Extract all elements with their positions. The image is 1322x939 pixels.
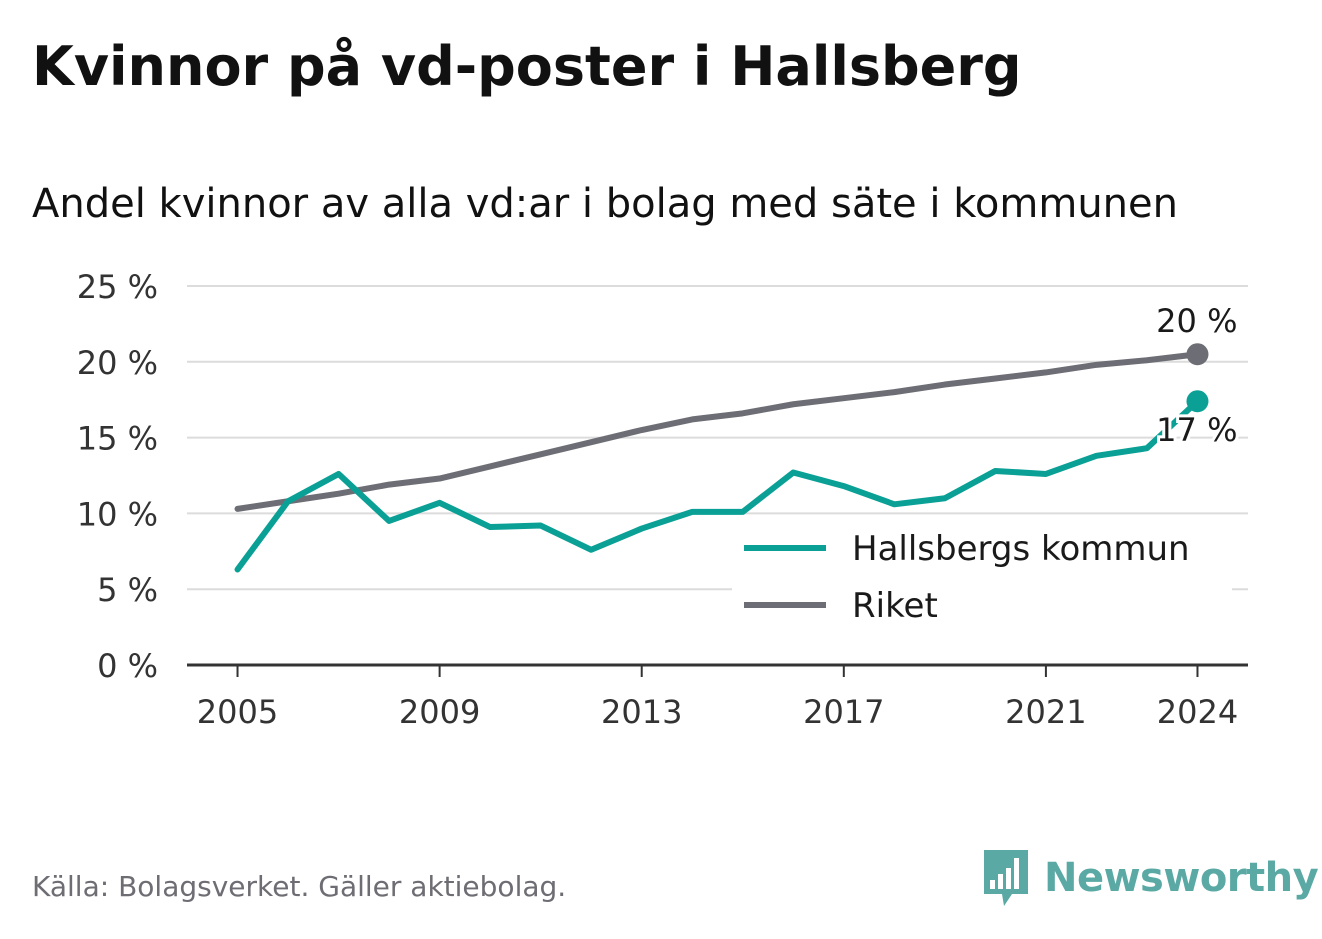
x-tick-label: 2017 [803, 693, 884, 731]
line-chart: 0 % 5 % 10 % 15 % 20 % 25 % 2005 2009 2013 2017 20… [77, 268, 1248, 731]
brand-name: Newsworthy [1044, 855, 1319, 901]
series-line-riket [234, 351, 1201, 512]
chart-title: Kvinnor på vd-poster i Hallsberg [32, 35, 1022, 98]
end-value-label: 17 % [1156, 411, 1237, 449]
legend-background [732, 522, 1232, 632]
chart-subtitle: Andel kvinnor av alla vd:ar i bolag med … [32, 181, 1178, 227]
y-tick-label: 20 % [77, 344, 158, 382]
end-marker-riket [1186, 343, 1209, 366]
series-lines [234, 351, 1201, 573]
legend-label: Riket [852, 586, 938, 626]
x-tick-label: 2009 [399, 693, 480, 731]
newsworthy-logo-icon [984, 850, 1028, 906]
x-tick-label: 2013 [601, 693, 682, 731]
end-value-label: 20 % [1156, 302, 1237, 340]
y-tick-label: 15 % [77, 420, 158, 458]
series-line-hallsberg [234, 398, 1201, 573]
end-labels: 17 % 20 % [1153, 299, 1240, 452]
y-tick-label: 25 % [77, 268, 158, 306]
y-tick-label: 0 % [97, 647, 158, 685]
x-tick-label: 2021 [1005, 693, 1086, 731]
legend: Hallsbergs kommun Riket [732, 522, 1232, 632]
end-marker-hallsberg [1186, 390, 1209, 413]
grid-lines [187, 285, 1248, 591]
axes: 0 % 5 % 10 % 15 % 20 % 25 % 2005 2009 2013 2017 20… [77, 268, 1248, 731]
y-tick-label: 5 % [97, 571, 158, 609]
brand-logo: Newsworthy [982, 848, 1319, 908]
source-note: Källa: Bolagsverket. Gäller aktiebolag. [32, 870, 567, 903]
x-tick-label: 2005 [197, 693, 278, 731]
x-tick-label: 2024 [1157, 693, 1238, 731]
y-tick-label: 10 % [77, 495, 158, 533]
legend-label: Hallsbergs kommun [852, 529, 1190, 569]
